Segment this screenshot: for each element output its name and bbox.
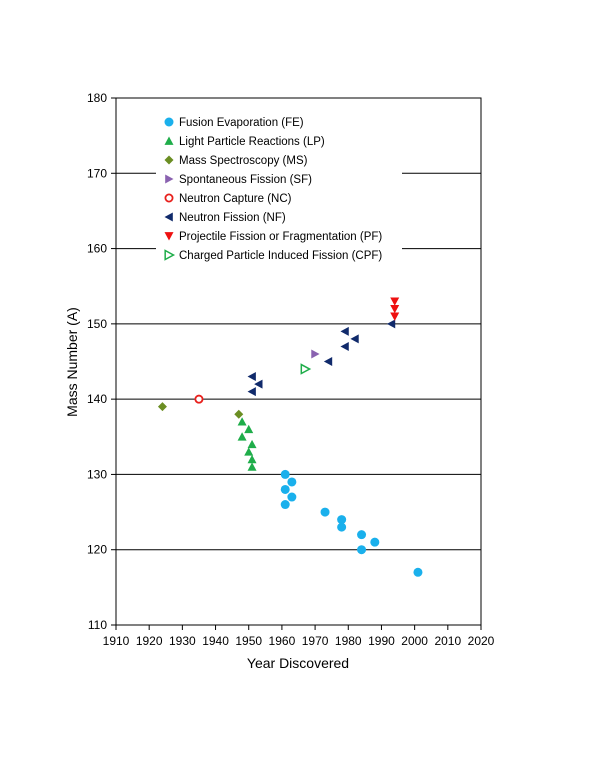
data-point [237,432,247,441]
data-point [357,545,367,555]
legend-marker [164,193,174,203]
legend-marker [164,136,174,145]
legend-background [156,106,402,264]
data-point [337,515,347,525]
data-point [311,349,320,359]
x-tick-label: 1940 [202,634,229,648]
x-tick-label: 1950 [235,634,262,648]
legend-marker [164,155,174,165]
legend-label: Projectile Fission or Fragmentation (PF) [179,231,382,243]
legend: Fusion Evaporation (FE) Light Particle Re… [156,106,402,264]
legend-label: Charged Particle Induced Fission (CPF) [179,250,382,262]
y-axis-title: Mass Number (A) [64,307,80,417]
data-point [247,387,256,397]
x-tick-label: 2010 [434,634,461,648]
data-point [390,297,400,306]
legend-marker [164,117,174,127]
data-point [323,357,333,366]
x-tick-label: 2020 [468,634,495,648]
data-point [390,312,400,321]
data-point [413,567,423,577]
data-point [300,363,312,375]
data-point [254,379,263,389]
data-point [247,372,256,382]
data-point [157,402,167,412]
axes: 110 120 130 140 150 160 170 180 1910 1920 1930 1940… [87,91,495,648]
data-point [247,454,257,464]
legend-marker [164,249,176,261]
x-tick-label: 1990 [368,634,395,648]
data-point [194,394,204,404]
x-axis-title: Year Discovered [247,655,349,671]
data-point [247,439,257,449]
legend-label: Spontaneous Fission (SF) [179,174,312,186]
data-point [370,537,380,547]
data-point [244,447,254,456]
data-point [280,484,290,494]
legend-label: Mass Spectroscopy (MS) [179,155,308,167]
data-point [244,424,254,434]
x-tick-label: 1910 [103,634,130,648]
y-tick-label: 120 [87,543,107,557]
legend-label: Fusion Evaporation (FE) [179,117,304,129]
y-tick-label: 160 [87,242,107,256]
x-tick-label: 1970 [302,634,329,648]
data-point [340,326,349,336]
data-point [357,530,367,540]
data-point [280,500,290,510]
data-point [337,522,347,532]
data-point [247,462,257,471]
x-tick-label: 1930 [169,634,196,648]
data-point [390,304,400,314]
data-point [350,334,359,344]
data-point [386,319,396,329]
data-point [287,492,297,502]
legend-label: Light Particle Reactions (LP) [179,136,325,148]
x-tick-label: 2000 [401,634,428,648]
x-tick-label: 1920 [136,634,163,648]
legend-marker [165,174,174,184]
data-point [340,341,349,351]
y-tick-label: 150 [87,317,107,331]
data-points [157,297,423,577]
data-point [234,409,244,419]
y-tick-label: 180 [87,91,107,105]
y-tick-label: 130 [87,467,107,481]
legend-marker [164,212,173,222]
data-point [287,477,297,487]
y-tick-label: 140 [87,392,107,406]
legend-label: Neutron Capture (NC) [179,193,292,205]
x-tick-label: 1960 [269,634,296,648]
data-point [280,469,290,479]
data-point [237,417,247,426]
legend-marker [164,232,174,241]
plot-frame [115,97,482,626]
legend-label: Neutron Fission (NF) [179,212,286,224]
data-point [320,507,330,517]
x-tick-label: 1980 [335,634,362,648]
y-tick-label: 110 [88,618,107,632]
y-tick-label: 170 [87,166,107,180]
